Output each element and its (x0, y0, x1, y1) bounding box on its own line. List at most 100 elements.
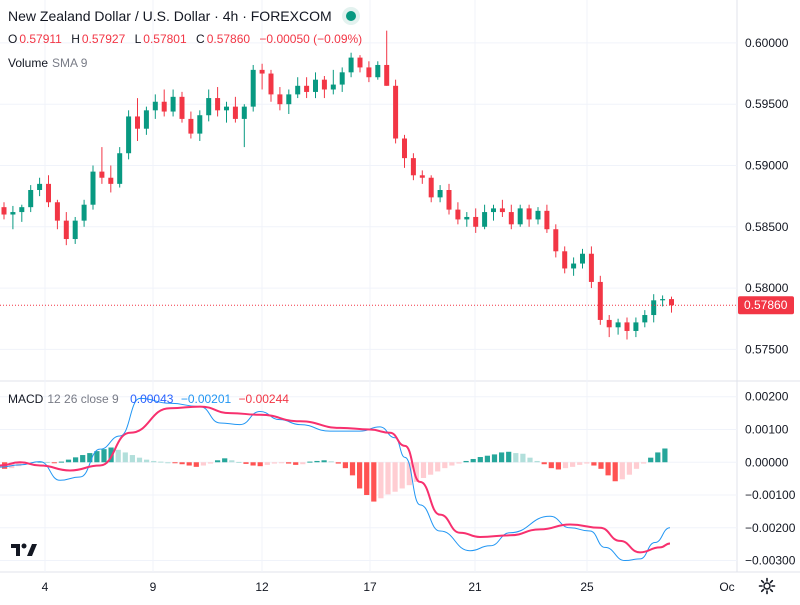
candle-body (339, 72, 345, 85)
macd-histogram-bar (513, 453, 519, 463)
candle-body (241, 106, 247, 119)
macd-histogram-bar (44, 461, 50, 463)
macd-histogram-bar (300, 462, 306, 465)
time-tick-label: 12 (255, 580, 269, 594)
candle-body (473, 216, 479, 227)
macd-histogram-bar (399, 462, 405, 489)
macd-histogram-bar (541, 462, 547, 465)
low-key: L (134, 32, 142, 46)
macd-legend[interactable]: MACD 12 26 close 9 0.00043 −0.00201 −0.00… (8, 392, 289, 406)
tradingview-logo-icon[interactable] (10, 540, 38, 560)
macd-histogram-bar (243, 462, 249, 464)
open-value: 0.57911 (19, 32, 62, 46)
price-tick-label: 0.58500 (745, 220, 789, 234)
macd-histogram-bar (264, 462, 270, 465)
macd-histogram-bar (619, 462, 625, 480)
time-tick-label: 9 (150, 580, 157, 594)
macd-histogram-bar (570, 462, 576, 467)
candle-body (330, 84, 336, 90)
symbol-title[interactable]: New Zealand Dollar / U.S. Dollar · 4h · … (8, 8, 332, 24)
macd-histogram-bar (506, 451, 512, 463)
candle-body (455, 209, 461, 220)
high-key: H (71, 32, 80, 46)
candle-body (54, 202, 60, 221)
gear-icon[interactable] (757, 576, 777, 596)
last-price-label: 0.57860 (744, 298, 788, 312)
candle-body (535, 210, 541, 220)
candle-body (19, 207, 25, 213)
candle-body (143, 110, 149, 129)
time-tick-label: 25 (580, 580, 594, 594)
volume-legend[interactable]: Volume SMA 9 (8, 56, 87, 70)
low-value: 0.57801 (143, 32, 187, 46)
macd-histogram-bar (527, 457, 533, 463)
candle-body (499, 208, 505, 213)
macd-histogram-bar (548, 462, 554, 469)
macd-histogram-bar (158, 461, 164, 463)
candle-body (1, 207, 7, 215)
macd-histogram-bar (605, 462, 611, 476)
candle-body (517, 208, 523, 225)
macd-histogram-bar (371, 462, 377, 502)
candle-body (10, 212, 16, 215)
candle-body (526, 208, 532, 220)
macd-histogram-bar (364, 462, 370, 496)
macd-histogram-bar (349, 462, 356, 476)
macd-histogram-bar (215, 460, 221, 463)
macd-histogram-bar (65, 459, 72, 463)
macd-tick-label: 0.00100 (745, 423, 789, 437)
candle-body (81, 204, 87, 221)
candle-body (402, 138, 407, 159)
macd-histogram-bar (293, 462, 299, 465)
macd-histogram-bar (136, 457, 143, 463)
candle-body (28, 190, 34, 208)
macd-histogram-bar (115, 449, 121, 463)
candle-body (268, 73, 274, 95)
candle-body (562, 251, 568, 269)
macd-histogram-bar (257, 462, 263, 467)
candle-body (660, 299, 666, 301)
macd-histogram-bar (428, 462, 434, 475)
candle-body (588, 253, 594, 282)
macd-histogram-bar (598, 462, 604, 469)
macd-histogram-bar (193, 462, 199, 467)
candle-body (37, 183, 43, 190)
macd-histogram-bar (357, 462, 363, 489)
macd-histogram-bar (307, 461, 313, 463)
close-value: 0.57860 (206, 32, 251, 46)
last-price-tag[interactable] (738, 296, 794, 315)
candle-body (135, 116, 140, 129)
candle-body (63, 220, 69, 240)
candle-body (161, 101, 167, 112)
macd-histogram-bar (335, 462, 341, 464)
macd-histogram-bar (151, 460, 157, 463)
candle-body (419, 175, 425, 178)
candle-body (188, 118, 194, 134)
macd-tick-label: −0.00300 (745, 554, 796, 568)
candle-body (321, 79, 327, 90)
candle-body (375, 64, 381, 78)
candle-body (553, 229, 559, 252)
candle-body (615, 322, 621, 328)
candle-body (464, 216, 470, 220)
macd-histogram-bar (420, 462, 427, 478)
macd-label[interactable]: MACD (8, 392, 44, 406)
macd-histogram-bar (413, 462, 419, 482)
macd-histogram-bar (562, 462, 569, 469)
time-tick-label: 21 (468, 580, 482, 594)
macd-histogram-bar (633, 462, 640, 469)
volume-label[interactable]: Volume (8, 56, 49, 70)
candle-body (117, 153, 123, 184)
macd-histogram-bar (144, 459, 150, 463)
macd-histogram-bar (16, 462, 22, 467)
candle-body (482, 212, 488, 227)
candle-body (197, 115, 203, 134)
symbol-legend[interactable]: New Zealand Dollar / U.S. Dollar · 4h · … (8, 8, 356, 24)
market-status-dot (345, 11, 356, 21)
macd-histogram-bar (172, 462, 178, 464)
macd-histogram-bar (641, 462, 647, 464)
candle-body (393, 85, 399, 139)
macd-histogram-bar (229, 460, 235, 463)
